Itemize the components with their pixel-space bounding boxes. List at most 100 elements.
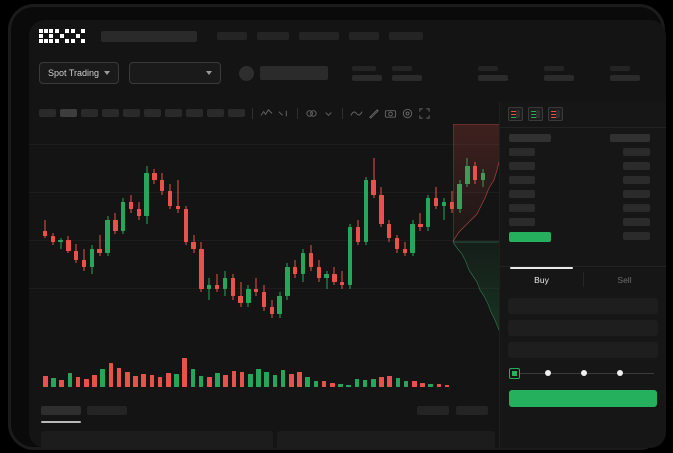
nav-item-2[interactable]	[257, 32, 289, 40]
candle	[128, 194, 134, 213]
volume-bar	[313, 381, 319, 387]
volume-bar	[149, 374, 155, 387]
candle	[324, 270, 329, 289]
bottom-content-right	[277, 431, 495, 448]
trading-mode-label: Spot Trading	[48, 68, 100, 78]
volume-bar	[338, 383, 343, 387]
candle	[50, 232, 55, 246]
slider-step-50[interactable]	[581, 370, 587, 376]
price-chart[interactable]	[29, 124, 499, 339]
total-field[interactable]	[508, 342, 658, 358]
indicators-icon[interactable]	[260, 107, 273, 120]
market-info-bar: Spot Trading	[29, 52, 666, 94]
bottom-action-2[interactable]	[456, 406, 488, 415]
price-field[interactable]	[508, 298, 658, 314]
volume-bar	[182, 358, 187, 387]
compare-icon[interactable]	[305, 107, 318, 120]
candle	[355, 220, 361, 246]
candle	[152, 169, 157, 184]
volume-bar	[444, 385, 450, 387]
drawing-tools-icon[interactable]	[367, 107, 380, 120]
percent-slider[interactable]	[509, 368, 657, 380]
volume-bar	[346, 385, 351, 387]
order-book[interactable]	[500, 128, 666, 266]
volume-bar	[403, 380, 409, 387]
chart-toolbar	[29, 102, 666, 124]
slider-handle[interactable]	[509, 368, 520, 379]
timeframe-button-7[interactable]	[165, 109, 182, 117]
bottom-tab-2[interactable]	[87, 406, 127, 415]
chart-type-icon[interactable]	[277, 107, 290, 120]
timeframe-button-2[interactable]	[60, 109, 77, 117]
toolbar-divider	[297, 107, 298, 119]
timeframe-button-1[interactable]	[39, 109, 56, 117]
market-stat-5	[610, 65, 641, 81]
candle	[167, 183, 173, 210]
candle	[394, 234, 400, 253]
okx-logo-x-icon	[71, 29, 85, 43]
sidebar-divider	[500, 127, 666, 128]
tab-buy[interactable]: Buy	[500, 267, 583, 292]
volume-bar	[436, 384, 442, 387]
slider-step-75[interactable]	[617, 370, 623, 376]
candle	[308, 245, 314, 271]
timeframe-button-10[interactable]	[228, 109, 245, 117]
submit-order-button[interactable]	[509, 390, 657, 407]
orderbook-row-price	[509, 162, 535, 170]
nav-item-1[interactable]	[217, 32, 247, 40]
volume-bar	[256, 369, 261, 387]
orderbook-mode-group	[500, 102, 666, 125]
bottom-content-left	[41, 431, 273, 448]
orderbook-mode-asks-icon[interactable]	[548, 107, 563, 121]
bottom-tab-1[interactable]	[41, 406, 81, 415]
nav-item-5[interactable]	[389, 32, 423, 40]
volume-bar	[362, 379, 368, 387]
candle	[261, 285, 267, 311]
more-chevron-icon[interactable]	[322, 107, 335, 120]
volume-bar	[67, 372, 73, 387]
candle	[81, 248, 87, 271]
candle	[332, 267, 337, 286]
orderbook-col-header-amount	[610, 134, 650, 142]
volume-bar	[248, 373, 253, 387]
fullscreen-icon[interactable]	[418, 107, 431, 120]
pair-selector[interactable]	[129, 62, 222, 84]
volume-bar	[59, 379, 64, 387]
bottom-action-1[interactable]	[417, 406, 449, 415]
volume-bar	[395, 378, 401, 387]
market-stat-3	[478, 65, 509, 81]
search-input[interactable]	[101, 30, 197, 42]
orderbook-row-amount	[623, 162, 650, 170]
timeframe-button-4[interactable]	[102, 109, 119, 117]
settings-gear-icon[interactable]	[401, 107, 414, 120]
timeframe-button-9[interactable]	[207, 109, 224, 117]
toolbar-divider	[252, 107, 253, 119]
timeframe-button-5[interactable]	[123, 109, 140, 117]
tab-sell[interactable]: Sell	[583, 267, 666, 292]
orderbook-row-price	[509, 176, 535, 184]
candle	[105, 216, 110, 257]
timeframe-button-3[interactable]	[81, 109, 98, 117]
camera-icon[interactable]	[384, 107, 397, 120]
amount-field[interactable]	[508, 320, 658, 336]
market-stat-2	[392, 65, 423, 81]
timeframe-button-8[interactable]	[186, 109, 203, 117]
line-chart-icon[interactable]	[350, 107, 363, 120]
bottom-tab-active-indicator	[41, 421, 81, 423]
slider-step-25[interactable]	[545, 370, 551, 376]
orderbook-row-amount	[623, 204, 650, 212]
volume-bar	[371, 378, 376, 387]
nav-item-3[interactable]	[299, 32, 339, 40]
orderbook-mode-bids-icon[interactable]	[528, 107, 543, 121]
okx-logo[interactable]	[39, 29, 85, 43]
candle	[441, 198, 447, 221]
volume-bar	[379, 377, 384, 387]
timeframe-button-6[interactable]	[144, 109, 161, 117]
nav-item-4[interactable]	[349, 32, 379, 40]
orderbook-mode-both-icon[interactable]	[508, 107, 523, 121]
orderbook-col-header-price	[509, 134, 551, 142]
trading-mode-selector[interactable]: Spot Trading	[39, 62, 120, 84]
orderbook-row-amount	[623, 232, 650, 240]
orderbook-row-price	[509, 148, 535, 156]
volume-bar	[116, 367, 122, 387]
